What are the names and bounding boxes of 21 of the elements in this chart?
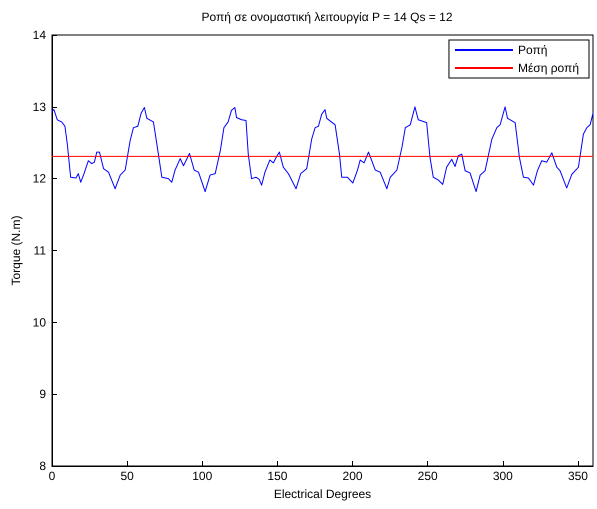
chart-title: Ροπή σε ονομαστική λειτουργία P = 14 Qs = 12 [202, 10, 453, 24]
y-tick-label: 13 [32, 100, 46, 114]
legend-label: Ροπή [518, 43, 548, 57]
x-tick-label: 300 [492, 469, 514, 483]
x-axis-title: Electrical Degrees [274, 487, 372, 501]
x-tick-label: 0 [48, 469, 56, 483]
line-series [52, 106, 594, 192]
y-tick-label: 8 [39, 459, 46, 473]
x-tick-label: 150 [267, 469, 288, 483]
x-tick-label: 200 [342, 469, 363, 483]
y-tick-label: 12 [32, 172, 46, 186]
x-tick-label: 350 [568, 469, 588, 483]
y-tick-label: 11 [34, 244, 46, 258]
x-tick-label: 100 [192, 469, 213, 483]
y-tick-label: 9 [39, 387, 46, 402]
x-tick-label: 250 [418, 469, 438, 483]
y-tick-label: 14 [32, 28, 46, 42]
legend-label: Μέση ροπή [518, 61, 580, 75]
y-tick-label: 10 [32, 315, 46, 330]
y-axis-title: Torque (N.m) [8, 215, 23, 286]
x-tick-label: 50 [120, 469, 134, 483]
